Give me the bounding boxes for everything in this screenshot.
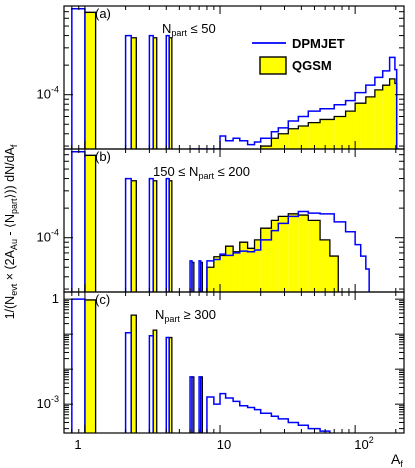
legend-qgsm-swatch — [259, 56, 287, 75]
qgsm-bin-b-21 — [329, 256, 339, 292]
x-tick-label-10: 10 — [217, 437, 231, 452]
legend-qgsm-label: QGSM — [292, 58, 332, 73]
panel-annotation-c: Npart ≥ 300 — [155, 307, 216, 324]
dpmjet-outline-c — [71, 298, 331, 433]
qgsm-bin-a-5 — [271, 138, 279, 149]
qgsm-bin-a-6 — [278, 133, 289, 149]
qgsm-bin-b-19 — [308, 220, 321, 292]
qgsm-bin-a-17 — [389, 78, 395, 149]
qgsm-bin-a-12 — [345, 111, 356, 149]
qgsm-bin-b-9 — [225, 246, 234, 292]
qgsm-bin-b-15 — [271, 220, 279, 292]
panel-c: 1 10-3 (c) Npart ≥ 300 — [37, 291, 405, 434]
qgsm-bin-a-11 — [334, 116, 346, 149]
qgsm-bin-a-4 — [260, 146, 272, 149]
qgsm-bin-b-4 — [191, 262, 194, 292]
legend: DPMJET QGSM — [252, 36, 345, 75]
plot-area-c — [71, 298, 331, 433]
qgsm-bin-b-10 — [233, 251, 240, 292]
panel-label-a: (a) — [95, 6, 111, 21]
qgsm-bin-b-7 — [213, 256, 221, 292]
panel-b: 10-4 (b) 150 ≤ Npart ≤ 200 — [37, 148, 405, 293]
qgsm-bin-a-2 — [153, 37, 157, 149]
y-tick-label-b-0: 10-4 — [37, 228, 59, 245]
y-tick-label-a-0: 10-4 — [37, 85, 59, 102]
qgsm-bin-c-4 — [191, 376, 194, 433]
qgsm-bin-c-5 — [200, 376, 203, 433]
x-axis-label: Af — [391, 451, 403, 468]
qgsm-bin-b-0 — [84, 155, 96, 292]
panel-frame-c — [63, 291, 405, 434]
qgsm-bin-b-11 — [239, 242, 248, 292]
qgsm-bin-b-6 — [206, 267, 214, 292]
qgsm-bin-a-9 — [308, 122, 321, 149]
qgsm-bin-b-13 — [254, 239, 261, 292]
plot-area-a — [71, 8, 399, 149]
panels: 10-4 (a) Npart ≤ 50 10-4 (b) 150 ≤ Npart ≤ 20… — [37, 5, 405, 434]
panel-label-c: (c) — [95, 292, 110, 307]
qgsm-outline-c — [84, 299, 204, 433]
y-axis-label: 1/(Nevt × (2AAu - ⟨Npart⟩)) dN/dAf — [3, 144, 19, 319]
panel-annotation-b: 150 ≤ Npart ≤ 200 — [153, 164, 250, 181]
qgsm-bin-b-14 — [260, 228, 272, 292]
legend-dpmjet-label: DPMJET — [292, 36, 345, 51]
qgsm-bin-a-15 — [374, 89, 383, 149]
qgsm-bin-b-5 — [200, 262, 203, 292]
qgsm-bin-b-17 — [288, 213, 299, 292]
x-tick-label-100: 102 — [354, 435, 373, 452]
qgsm-bin-b-12 — [247, 248, 255, 292]
qgsm-outline-b — [84, 154, 339, 292]
qgsm-bin-b-3 — [169, 180, 172, 292]
qgsm-bin-a-14 — [365, 96, 375, 149]
qgsm-bin-b-2 — [153, 180, 157, 292]
qgsm-bin-b-20 — [320, 239, 330, 292]
qgsm-bin-b-18 — [298, 215, 309, 292]
qgsm-bin-b-16 — [278, 216, 289, 292]
qgsm-bin-a-7 — [288, 128, 299, 149]
plot-area-b — [71, 151, 370, 292]
qgsm-bin-a-8 — [298, 126, 309, 149]
qgsm-bin-c-3 — [169, 337, 172, 433]
qgsm-bin-b-1 — [131, 180, 137, 292]
qgsm-bin-b-8 — [220, 255, 226, 292]
panel-label-b: (b) — [95, 149, 111, 164]
qgsm-bin-a-0 — [84, 12, 96, 149]
qgsm-bin-c-1 — [131, 315, 137, 433]
qgsm-outline-a — [84, 11, 398, 149]
qgsm-bin-a-18 — [394, 83, 397, 149]
qgsm-bin-c-2 — [153, 330, 157, 433]
panel-a: 10-4 (a) Npart ≤ 50 — [37, 5, 405, 150]
y-tick-label-c-0: 1 — [52, 291, 59, 306]
y-tick-label-c-1: 10-3 — [37, 394, 59, 411]
qgsm-bin-a-16 — [382, 85, 390, 149]
qgsm-bin-a-1 — [131, 37, 137, 149]
qgsm-bin-a-10 — [320, 119, 335, 149]
qgsm-bin-c-0 — [84, 299, 96, 433]
qgsm-bin-a-13 — [355, 103, 366, 149]
panel-annotation-a: Npart ≤ 50 — [162, 21, 216, 38]
x-tick-label-1: 1 — [74, 437, 81, 452]
qgsm-bin-a-3 — [169, 37, 172, 149]
